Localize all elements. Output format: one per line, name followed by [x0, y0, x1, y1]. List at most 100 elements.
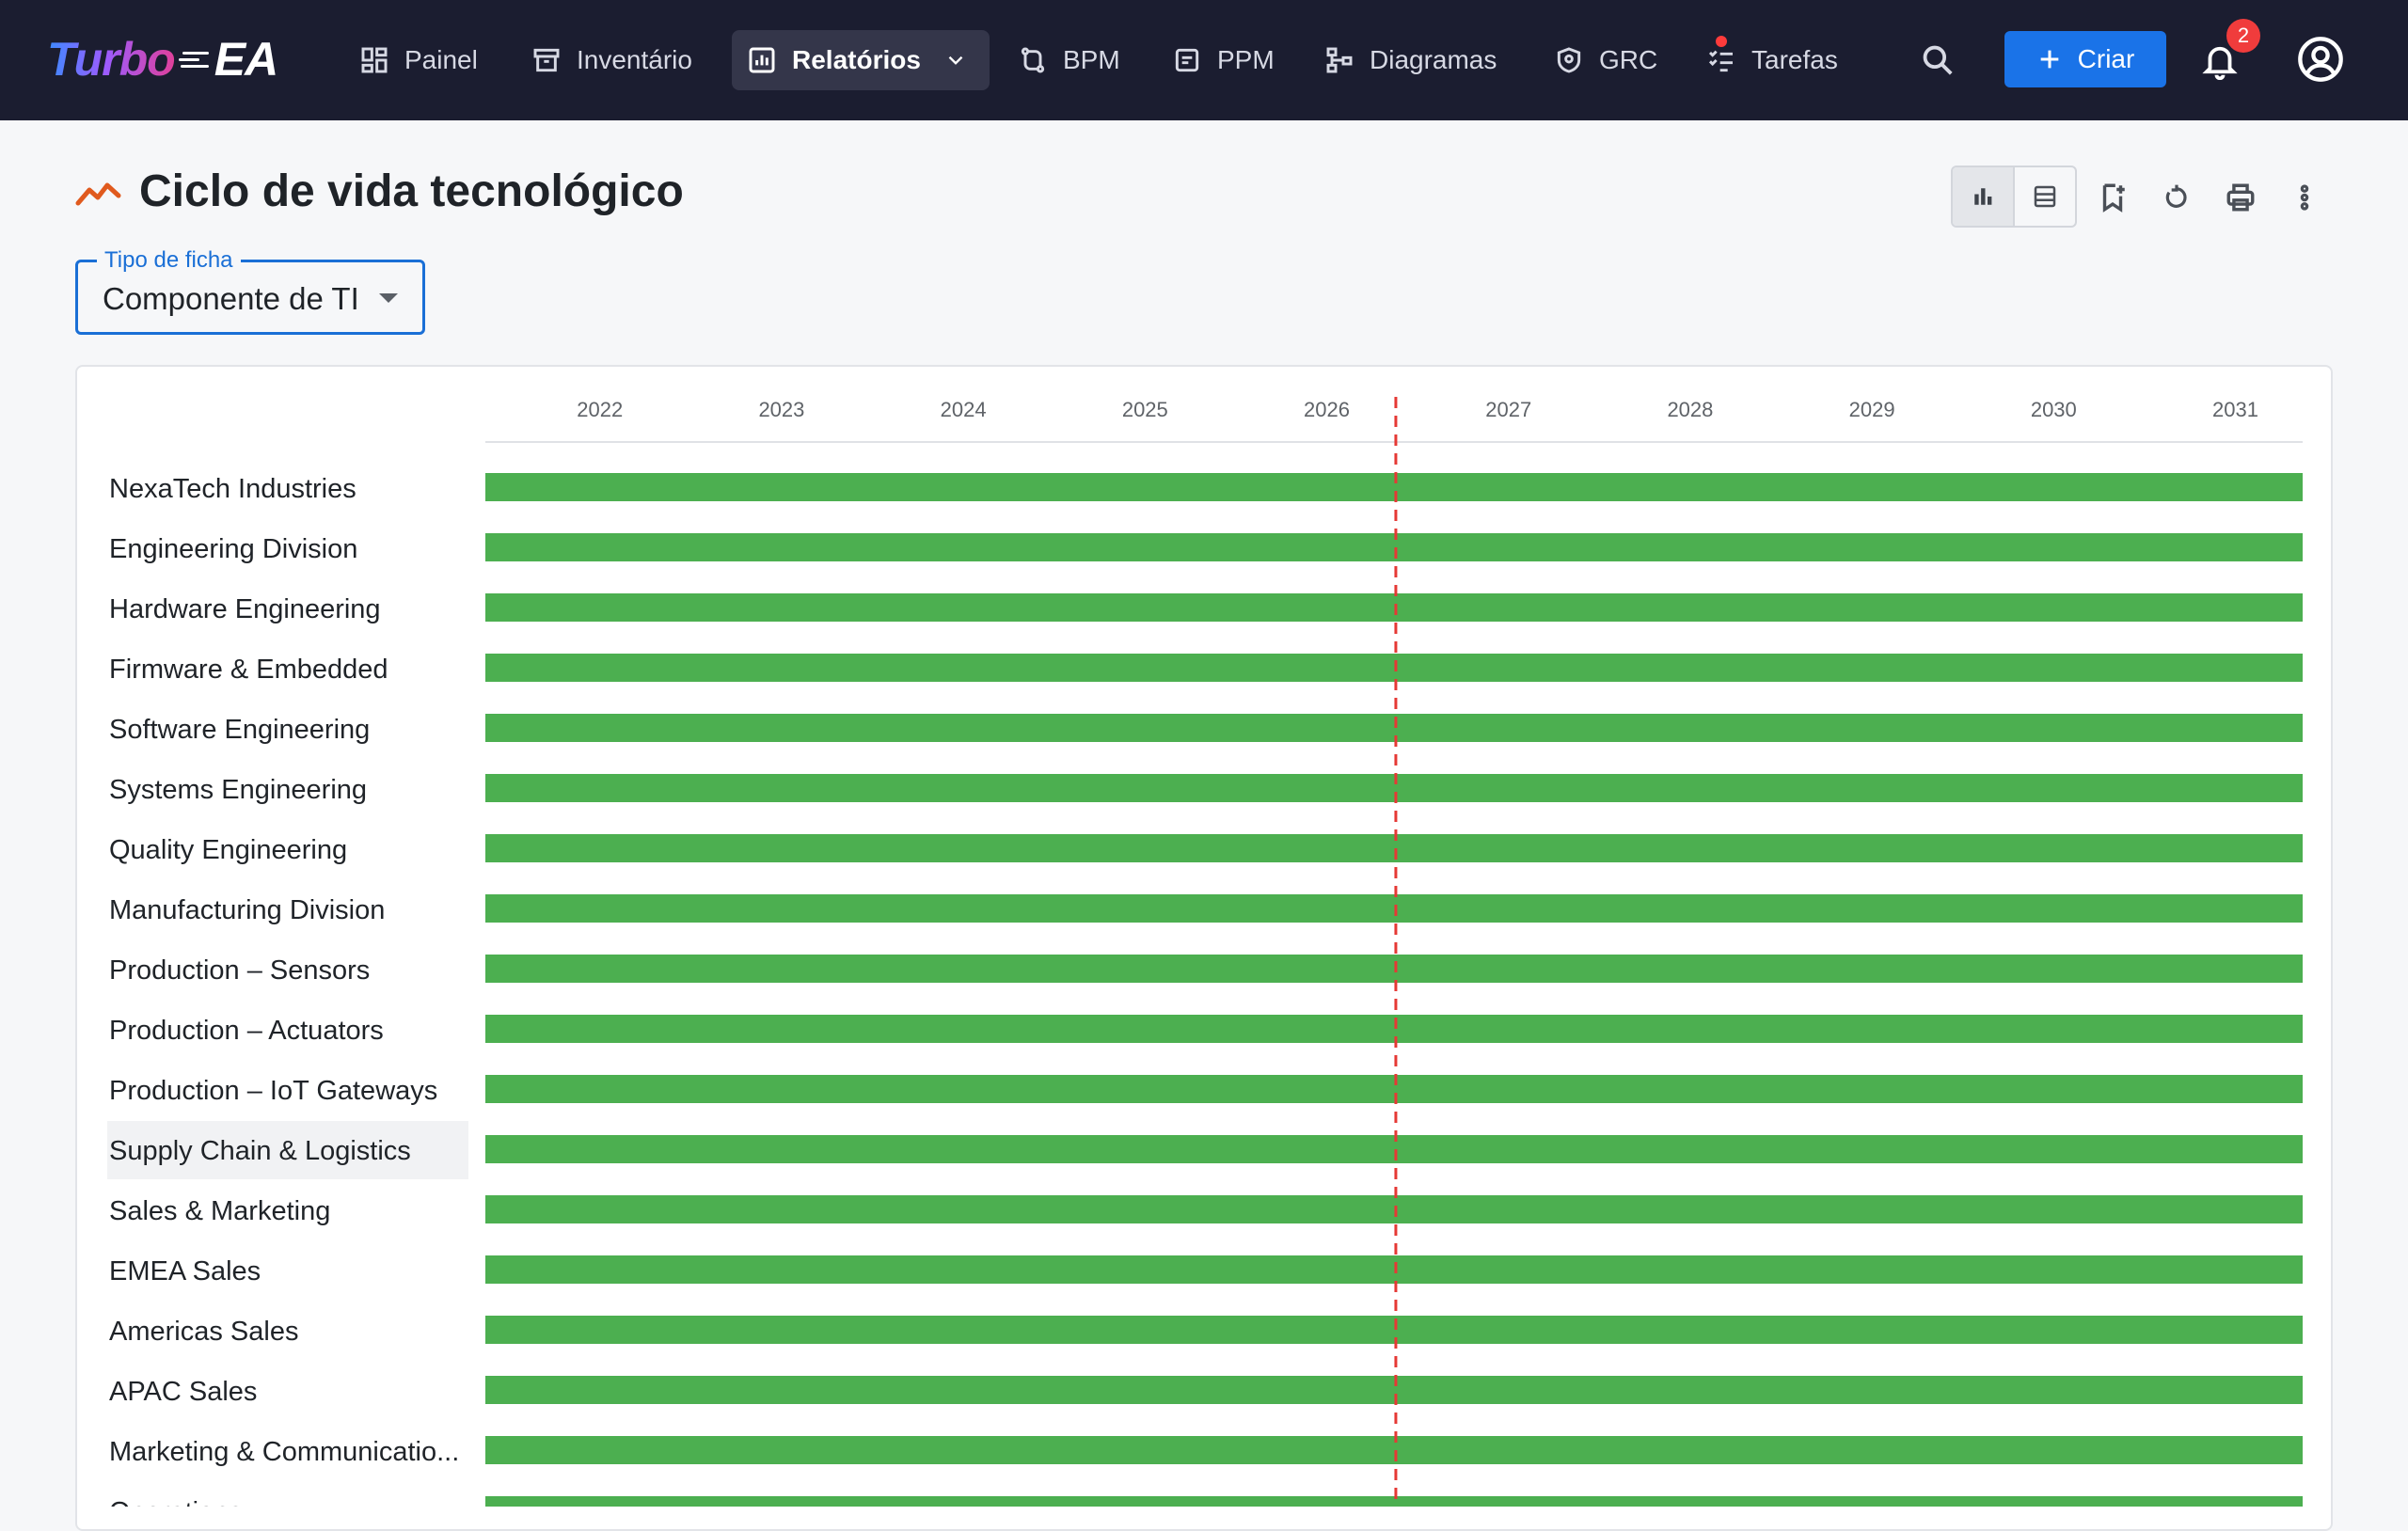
- lifecycle-bar[interactable]: [485, 1135, 2303, 1163]
- user-avatar-icon: [2298, 37, 2343, 82]
- lifecycle-bar[interactable]: [485, 533, 2303, 561]
- reset-button[interactable]: [2154, 175, 2199, 220]
- x-tick-label: 2027: [1485, 398, 1531, 421]
- lifecycle-bar[interactable]: [485, 714, 2303, 742]
- view-toggle-group: [1951, 166, 2077, 228]
- nav-label: Relatórios: [792, 45, 921, 74]
- turboea-logo[interactable]: Turbo EA: [47, 32, 278, 87]
- nav-label: PPM: [1217, 45, 1275, 74]
- lifecycle-bar[interactable]: [485, 1316, 2303, 1344]
- lifecycle-chart: 2022 2023 2024 2025 2026 2027 2028 2029 2030 2031…: [107, 397, 2303, 1507]
- lifecycle-bar[interactable]: [485, 1015, 2303, 1043]
- x-tick-label: 2030: [2031, 398, 2077, 421]
- dashboard-icon: [361, 47, 388, 73]
- row-hover-highlight: [107, 1121, 468, 1179]
- create-button[interactable]: Criar: [2004, 31, 2166, 87]
- printer-icon: [2226, 183, 2255, 212]
- lifecycle-bar[interactable]: [485, 1255, 2303, 1284]
- lifecycle-bar[interactable]: [485, 473, 2303, 501]
- tasks-alert-dot: [1716, 36, 1727, 47]
- row-label: Software Engineering: [109, 715, 370, 745]
- more-vertical-icon: [2300, 184, 2309, 211]
- page-title: Ciclo de vida tecnológico: [139, 166, 684, 216]
- search-button[interactable]: [1917, 39, 1958, 81]
- row-label: Operations: [109, 1497, 243, 1507]
- lifecycle-bar[interactable]: [485, 955, 2303, 983]
- chevron-down-icon: [948, 55, 963, 65]
- nav-label: BPM: [1063, 45, 1120, 74]
- plus-icon: [2040, 50, 2058, 69]
- table-icon: [2034, 185, 2056, 208]
- lifecycle-bar[interactable]: [485, 654, 2303, 682]
- lifecycle-chart-card: 2022 2023 2024 2025 2026 2027 2028 2029 2030 2031…: [75, 365, 2333, 1531]
- archive-icon: [533, 48, 560, 72]
- nav-grc[interactable]: GRC: [1539, 30, 1672, 90]
- row-label: NexaTech Industries: [109, 474, 356, 504]
- row-label: Manufacturing Division: [109, 895, 385, 925]
- row-label: Engineering Division: [109, 534, 357, 564]
- report-icon: [749, 47, 775, 73]
- nav-diagramas[interactable]: Diagramas: [1309, 30, 1512, 90]
- bell-icon: [2202, 46, 2238, 80]
- diagram-icon: [1326, 47, 1353, 73]
- search-icon: [1923, 45, 1953, 75]
- save-bookmark-button[interactable]: [2090, 175, 2135, 220]
- nav-bpm[interactable]: BPM: [1003, 30, 1135, 90]
- account-button[interactable]: [2295, 34, 2346, 85]
- more-options-button[interactable]: [2282, 175, 2327, 220]
- nav-label: Diagramas: [1370, 45, 1497, 74]
- row-label: Systems Engineering: [109, 775, 367, 805]
- lifecycle-bar[interactable]: [485, 1376, 2303, 1404]
- logo-text-ea: EA: [214, 33, 278, 86]
- lifecycle-bar[interactable]: [485, 1075, 2303, 1103]
- x-tick-label: 2022: [577, 398, 623, 421]
- lifecycle-bar[interactable]: [485, 1436, 2303, 1464]
- lifecycle-bar[interactable]: [485, 593, 2303, 622]
- bookmark-add-icon: [2102, 183, 2125, 213]
- x-tick-label: 2031: [2212, 398, 2258, 421]
- nav-label: Painel: [404, 45, 478, 74]
- lifecycle-bar[interactable]: [485, 894, 2303, 923]
- x-tick-label: 2024: [941, 398, 987, 421]
- shield-icon: [1557, 47, 1581, 73]
- x-tick-label: 2025: [1122, 398, 1168, 421]
- nav-relatorios[interactable]: Relatórios: [732, 30, 990, 90]
- card-type-select-label: Tipo de ficha: [97, 247, 241, 274]
- dropdown-arrow-icon: [379, 293, 398, 303]
- x-tick-label: 2029: [1849, 398, 1895, 421]
- nav-tarefas[interactable]: Tarefas: [1691, 30, 1853, 90]
- notification-count-badge: 2: [2226, 19, 2260, 53]
- nav-inventario[interactable]: Inventário: [516, 30, 707, 90]
- table-view-toggle[interactable]: [2015, 167, 2075, 226]
- tasks-icon: [1708, 50, 1733, 72]
- row-label: Marketing & Communicatio...: [109, 1437, 459, 1467]
- x-tick-label: 2028: [1667, 398, 1713, 421]
- lifecycle-bar[interactable]: [485, 834, 2303, 862]
- nav-label: Inventário: [577, 45, 692, 74]
- lifecycle-bar[interactable]: [485, 774, 2303, 802]
- lifecycle-bar[interactable]: [485, 1195, 2303, 1223]
- notifications-button[interactable]: [2197, 38, 2242, 83]
- row-label: Production – Sensors: [109, 955, 370, 986]
- nav-ppm[interactable]: PPM: [1157, 30, 1290, 90]
- bar-chart-icon: [1974, 188, 1992, 205]
- flow-icon: [1021, 47, 1045, 73]
- nav-painel[interactable]: Painel: [344, 30, 493, 90]
- project-icon: [1175, 48, 1199, 72]
- chart-view-toggle[interactable]: [1953, 167, 2015, 226]
- print-button[interactable]: [2218, 175, 2263, 220]
- reset-icon: [2165, 184, 2187, 208]
- nav-label: GRC: [1599, 45, 1658, 74]
- row-label: Firmware & Embedded: [109, 655, 388, 685]
- x-tick-label: 2023: [758, 398, 804, 421]
- row-label: APAC Sales: [109, 1377, 257, 1407]
- row-label: Supply Chain & Logistics: [109, 1136, 411, 1166]
- nav-label: Tarefas: [1751, 45, 1838, 74]
- row-label: Sales & Marketing: [109, 1196, 330, 1226]
- lifecycle-bar[interactable]: [485, 1496, 2303, 1507]
- x-tick-label: 2026: [1304, 398, 1350, 421]
- logo-speed-lines: [178, 49, 209, 70]
- card-type-select[interactable]: Tipo de ficha Componente de TI: [75, 247, 425, 335]
- card-type-select-value: Componente de TI: [103, 281, 359, 316]
- row-label: Americas Sales: [109, 1317, 298, 1347]
